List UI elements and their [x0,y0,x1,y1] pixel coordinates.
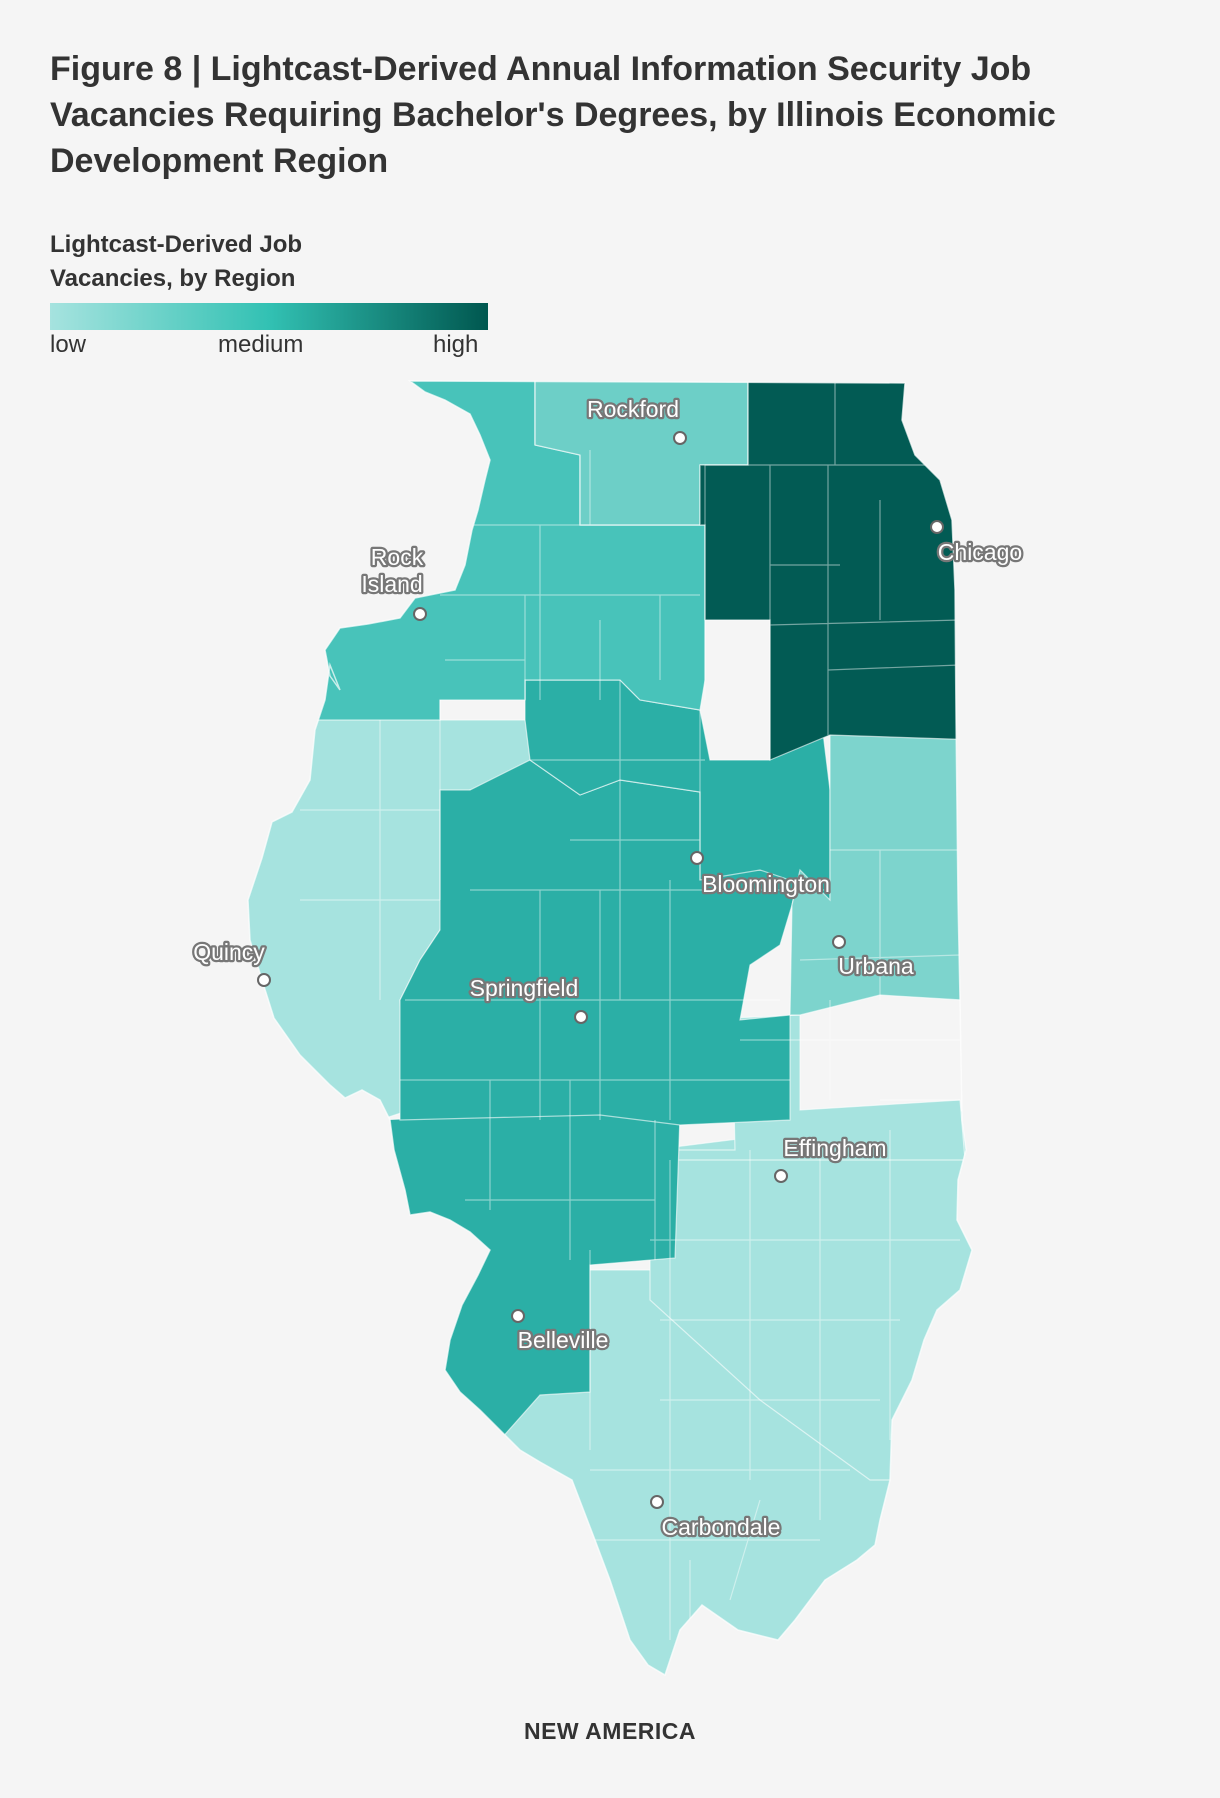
city-bloomington: Bloomington [690,851,832,899]
city-dot-rock-island [413,607,427,621]
legend-medium-label: medium [218,331,304,358]
city-label-carbondale: Carbondale [662,1514,781,1540]
city-dot-belleville [511,1309,525,1323]
city-dot-effingham [774,1169,788,1183]
legend-title: Lightcast-Derived Job Vacancies, by Regi… [50,231,303,292]
city-dot-rockford [673,431,687,445]
city-label-chicago: Chicago [938,539,1022,565]
city-dot-quincy [257,973,271,987]
city-springfield: Springfield [467,973,588,1024]
city-belleville: Belleville [511,1309,611,1355]
legend-low-label: low [50,331,87,358]
legend-gradient-bar [50,303,488,330]
city-dot-springfield [574,1010,588,1024]
region-northeast [699,381,972,761]
city-label-bloomington: Bloomington [702,871,830,897]
city-quincy: Quincy [191,937,271,987]
footer-brand: NEW AMERICA [523,1718,697,1744]
city-label-belleville: Belleville [518,1327,609,1353]
city-dot-bloomington [690,851,704,865]
county-boundaries [300,381,961,1640]
city-label-effingham: Effingham [783,1135,886,1161]
city-label-rockford: Rockford [587,396,679,422]
city-urbana: Urbana [832,935,916,981]
city-dot-chicago [930,520,944,534]
city-dot-carbondale [650,1495,664,1509]
city-effingham: Effingham [774,1133,889,1183]
legend-high-label: high [433,331,479,358]
city-rock-island: Rock Island [359,542,427,621]
city-label-quincy: Quincy [193,939,265,965]
city-carbondale: Carbondale [650,1495,783,1542]
figure-title: Figure 8 | Lightcast-Derived Annual Info… [50,50,1056,180]
city-label-springfield: Springfield [470,975,579,1001]
city-chicago: Chicago [930,520,1024,567]
city-label-rock-island-line1: Rock [371,544,424,570]
city-label-rock-island-line2: Island [361,571,422,597]
city-dot-urbana [832,935,846,949]
city-rockford: Rockford [585,394,687,445]
city-label-urbana: Urbana [838,953,914,979]
